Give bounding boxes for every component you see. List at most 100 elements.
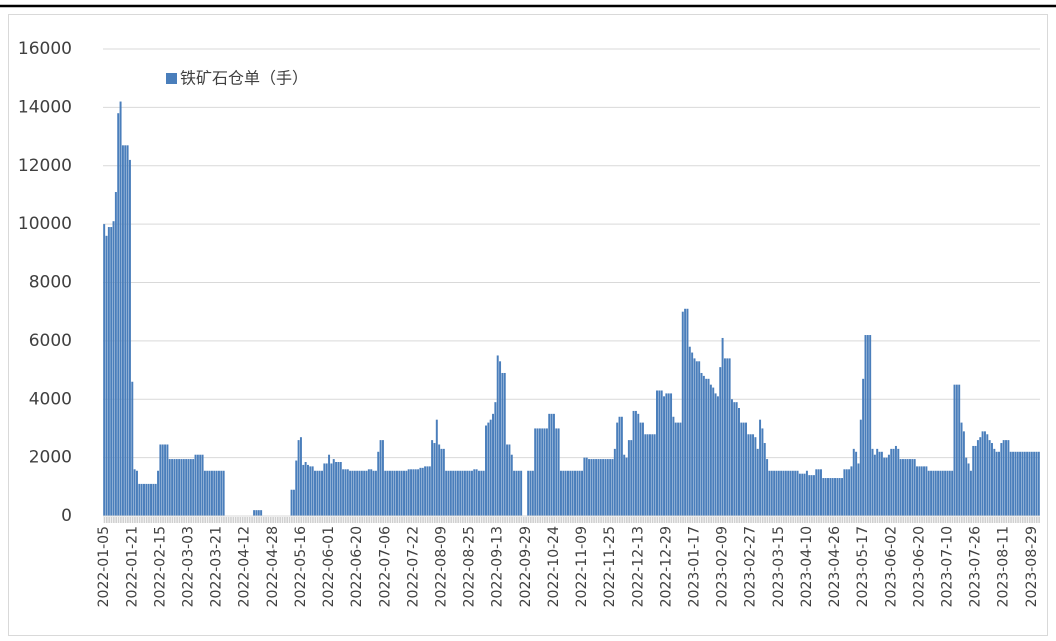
x-tick — [651, 517, 654, 523]
x-tick — [581, 517, 584, 523]
x-tick — [506, 517, 509, 523]
x-tick — [120, 517, 122, 523]
bar — [105, 235, 108, 517]
x-tick — [778, 517, 780, 523]
bar — [112, 221, 115, 517]
bar — [410, 469, 413, 516]
x-tick — [459, 517, 462, 523]
bar — [168, 459, 171, 516]
x-tick — [888, 517, 891, 523]
bar — [515, 470, 518, 516]
x-tick — [579, 517, 581, 523]
bar — [878, 451, 881, 516]
x-tick — [234, 517, 237, 523]
bar — [918, 466, 921, 516]
x-tick — [312, 517, 314, 523]
x-tick — [644, 517, 647, 523]
bar — [859, 419, 862, 516]
x-tick — [820, 517, 823, 523]
bar — [850, 466, 853, 516]
bar — [583, 457, 586, 516]
bar — [857, 463, 860, 516]
bar — [759, 419, 762, 516]
bar — [998, 451, 1000, 516]
bar — [400, 470, 403, 516]
bar — [904, 459, 907, 516]
x-tick — [818, 517, 820, 523]
x-tick — [537, 517, 539, 523]
x-tick — [405, 517, 408, 523]
bar — [370, 469, 373, 516]
x-tick — [230, 517, 232, 523]
x-tick — [907, 517, 909, 523]
bar — [916, 466, 919, 516]
bar — [941, 470, 944, 516]
x-tick — [436, 517, 438, 523]
bar — [688, 346, 691, 516]
x-tick — [145, 517, 148, 523]
x-tick — [951, 517, 954, 523]
x-tick — [218, 517, 221, 523]
x-tick — [864, 517, 867, 523]
bar — [686, 308, 689, 516]
bar — [182, 459, 185, 516]
x-tick-label: 2022-11-25 — [602, 526, 618, 607]
x-tick — [665, 517, 668, 523]
bar — [175, 459, 178, 516]
bar — [974, 445, 977, 516]
x-tick — [937, 517, 940, 523]
x-tick — [122, 517, 125, 523]
x-tick — [239, 517, 242, 523]
x-tick — [668, 517, 670, 523]
bar — [883, 457, 886, 516]
x-tick — [558, 517, 560, 523]
x-tick — [302, 517, 305, 523]
bar — [128, 159, 131, 516]
bar — [700, 372, 703, 516]
x-tick — [867, 517, 869, 523]
bar — [951, 470, 954, 516]
x-tick — [553, 517, 556, 523]
x-tick — [497, 517, 499, 523]
bar — [812, 475, 815, 516]
bar — [913, 459, 916, 516]
bar — [154, 483, 157, 516]
x-tick — [115, 517, 117, 523]
x-tick-label: 2022-11-09 — [574, 526, 590, 607]
x-tick — [822, 517, 825, 523]
x-tick — [855, 517, 858, 523]
x-tick — [797, 517, 799, 523]
x-tick — [298, 517, 300, 523]
x-tick — [286, 517, 288, 523]
bar — [620, 416, 623, 516]
x-tick — [485, 517, 488, 523]
x-tick — [422, 517, 424, 523]
x-tick — [900, 517, 902, 523]
x-tick — [747, 517, 750, 523]
bar — [459, 470, 462, 516]
x-tick — [1017, 517, 1019, 523]
bar — [634, 410, 637, 516]
bar — [124, 145, 127, 516]
bar — [618, 416, 621, 516]
x-tick — [565, 517, 567, 523]
x-tick — [373, 517, 375, 523]
bar — [714, 393, 717, 516]
bar — [292, 489, 295, 516]
x-tick — [190, 517, 192, 523]
x-tick — [555, 517, 558, 523]
legend-swatch — [166, 73, 177, 84]
bar — [597, 459, 600, 516]
x-tick — [408, 517, 410, 523]
x-tick — [956, 517, 958, 523]
x-tick — [1019, 517, 1022, 523]
bar — [374, 470, 377, 516]
bar — [557, 428, 560, 516]
bar — [787, 470, 790, 516]
x-tick — [223, 517, 225, 523]
bar — [152, 483, 155, 516]
x-tick — [825, 517, 827, 523]
bar — [773, 470, 776, 516]
bar — [297, 440, 300, 516]
x-tick — [761, 517, 764, 523]
